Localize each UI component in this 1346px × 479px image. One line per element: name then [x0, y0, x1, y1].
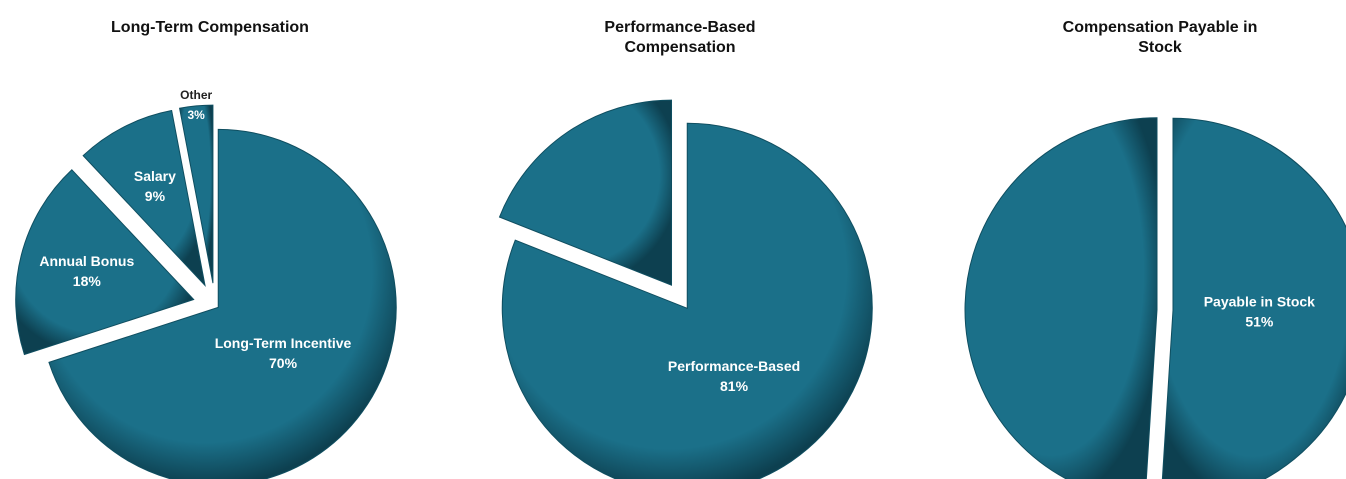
chart-title: Long-Term Compensation	[111, 19, 309, 36]
pie-slice	[82, 109, 206, 287]
pie-slice	[501, 122, 873, 479]
slice-value-label: 3%	[188, 108, 206, 122]
pie-slice	[1161, 117, 1346, 479]
slice-label: Performance-Based	[668, 358, 800, 374]
labels: Payable in Stock 51%	[1204, 294, 1315, 330]
pie-slice	[15, 169, 195, 356]
slice-value-label: 51%	[1245, 314, 1274, 330]
slice-value-label: 81%	[720, 378, 749, 394]
pie-slice	[178, 104, 214, 284]
slice-label: Annual Bonus	[39, 253, 134, 269]
slice-value-label: 70%	[269, 355, 298, 371]
chart-title: Performance-Based Compensation	[604, 19, 756, 56]
slice-label: Long-Term Incentive	[215, 335, 352, 351]
slice-value-label: 18%	[73, 273, 102, 289]
slice-label: Payable in Stock	[1204, 294, 1315, 310]
slice-value-label: 9%	[145, 188, 166, 204]
pie-slice	[498, 99, 673, 286]
chart-title: Compensation Payable in Stock	[1062, 19, 1258, 56]
pie-slice	[48, 128, 397, 479]
slice-label: Salary	[134, 168, 176, 184]
labels: Long-Term Incentive 70% Annual Bonus 18% Sal…	[39, 88, 351, 371]
labels: Performance-Based 81%	[668, 358, 800, 394]
slice-label: Other	[180, 88, 212, 102]
pie-slice	[964, 117, 1158, 479]
